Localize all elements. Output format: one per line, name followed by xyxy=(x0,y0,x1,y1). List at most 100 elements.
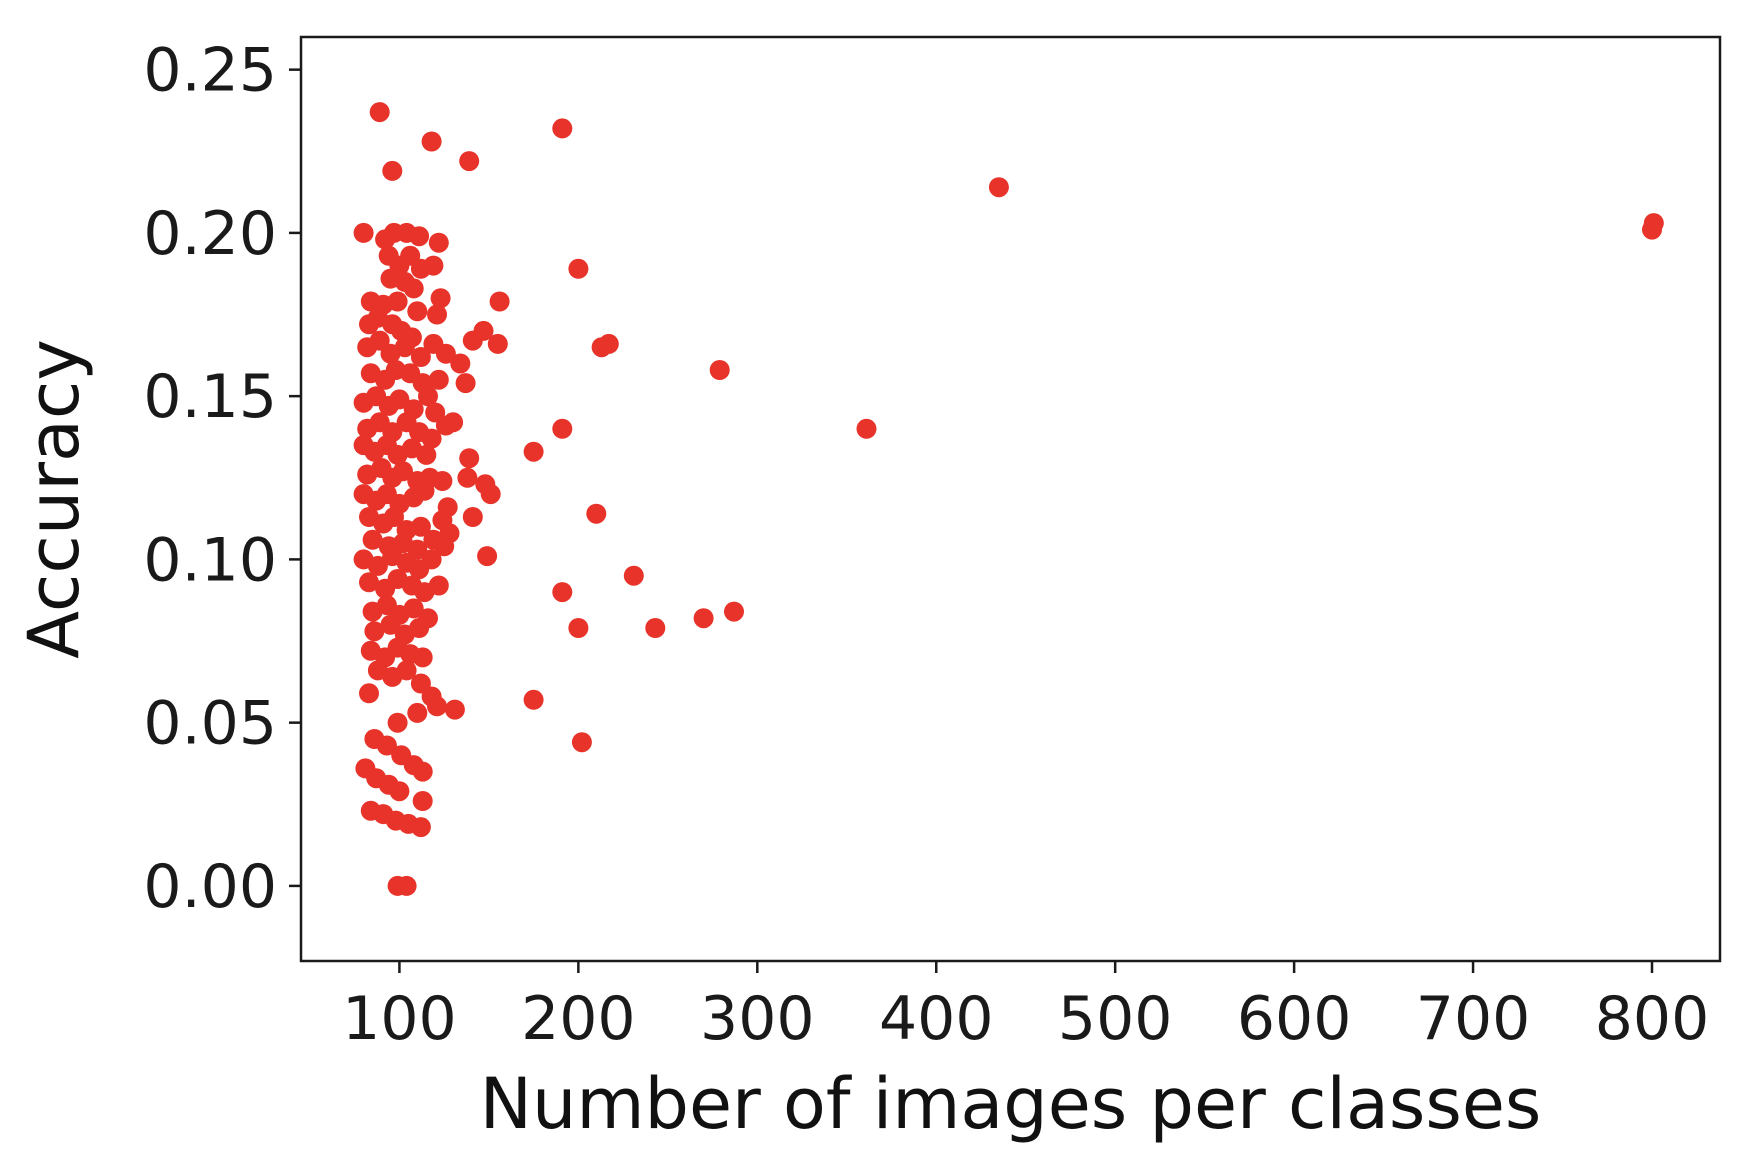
data-point xyxy=(376,735,397,756)
data-point xyxy=(571,732,592,753)
x-tick-label: 700 xyxy=(1416,984,1531,1054)
data-point xyxy=(988,177,1009,198)
data-point xyxy=(407,702,428,723)
data-point xyxy=(432,471,453,491)
data-point xyxy=(462,330,483,351)
data-point xyxy=(428,575,449,596)
plot-area-frame xyxy=(299,35,1722,963)
data-point xyxy=(428,369,449,390)
x-axis: 100 200 300 400 500 600 700 800 xyxy=(342,961,1709,1054)
data-point xyxy=(414,480,435,501)
data-point xyxy=(410,516,431,537)
data-point xyxy=(387,291,408,312)
data-point xyxy=(367,555,388,576)
y-tick-label: 0.10 xyxy=(143,525,277,595)
data-point xyxy=(359,683,379,704)
data-point xyxy=(427,304,447,325)
data-point xyxy=(450,353,471,374)
x-tick-label: 400 xyxy=(879,984,994,1054)
data-point xyxy=(459,448,480,469)
data-point xyxy=(459,151,480,172)
data-point xyxy=(568,618,589,638)
data-point xyxy=(369,102,390,123)
data-point xyxy=(586,503,607,524)
data-point xyxy=(489,291,510,312)
data-point xyxy=(434,536,455,557)
y-tick-label: 0.20 xyxy=(143,199,277,269)
data-point xyxy=(430,288,451,309)
x-tick-label: 800 xyxy=(1595,984,1710,1054)
data-point xyxy=(382,160,403,181)
data-point xyxy=(487,333,508,354)
data-point xyxy=(412,647,433,668)
data-point xyxy=(598,333,619,354)
data-point xyxy=(407,301,428,322)
data-point xyxy=(724,601,744,622)
y-tick-label: 0.00 xyxy=(143,852,277,922)
y-tick-label: 0.25 xyxy=(143,36,277,106)
data-point xyxy=(693,608,714,629)
data-point xyxy=(428,232,449,253)
data-point xyxy=(389,781,410,802)
data-point xyxy=(709,360,730,380)
data-point xyxy=(443,412,464,433)
y-tick-label: 0.05 xyxy=(143,689,277,759)
data-point xyxy=(421,131,442,152)
data-point xyxy=(435,343,456,364)
y-axis: 0.00 0.05 0.10 0.15 0.20 0.25 xyxy=(143,36,301,922)
data-point xyxy=(387,712,408,733)
data-point xyxy=(418,386,438,407)
y-tick-label: 0.15 xyxy=(143,362,277,432)
data-point xyxy=(416,444,437,465)
data-point xyxy=(423,255,444,276)
data-point xyxy=(410,347,431,367)
data-point xyxy=(412,761,433,782)
data-point xyxy=(457,467,478,488)
data-point xyxy=(552,582,573,603)
data-point xyxy=(364,621,385,642)
data-point xyxy=(444,699,465,720)
x-tick-label: 600 xyxy=(1237,984,1352,1054)
data-point xyxy=(856,418,877,439)
data-point xyxy=(568,258,589,279)
data-point xyxy=(353,222,374,243)
data-point xyxy=(394,337,415,358)
data-point xyxy=(523,689,544,710)
data-point xyxy=(403,278,424,299)
data-point xyxy=(523,441,544,462)
data-point xyxy=(409,618,430,638)
data-point xyxy=(380,614,401,635)
data-point xyxy=(421,428,442,449)
data-point xyxy=(412,791,433,811)
data-point xyxy=(410,817,431,838)
data-point xyxy=(403,598,424,619)
y-axis-title: Accuracy xyxy=(13,339,95,659)
data-point xyxy=(362,529,383,550)
data-point xyxy=(477,546,498,567)
points-layer xyxy=(353,102,1664,896)
data-point xyxy=(552,418,573,439)
x-axis-title: Number of images per classes xyxy=(480,1063,1542,1145)
x-tick-label: 200 xyxy=(521,984,636,1054)
data-point xyxy=(462,507,483,527)
data-point xyxy=(1643,213,1664,234)
data-point xyxy=(389,389,410,410)
data-point xyxy=(623,565,644,586)
data-point xyxy=(421,549,442,570)
data-point xyxy=(455,373,476,394)
data-point xyxy=(393,461,413,482)
data-point xyxy=(645,618,666,638)
x-tick-label: 500 xyxy=(1058,984,1173,1054)
data-point xyxy=(384,507,404,527)
data-point xyxy=(396,660,417,681)
x-tick-label: 100 xyxy=(342,984,457,1054)
data-point xyxy=(427,696,447,717)
data-point xyxy=(396,875,417,896)
data-point xyxy=(409,226,430,247)
data-point xyxy=(359,572,379,593)
data-point xyxy=(480,484,501,505)
x-tick-label: 300 xyxy=(700,984,815,1054)
data-point xyxy=(552,118,573,139)
